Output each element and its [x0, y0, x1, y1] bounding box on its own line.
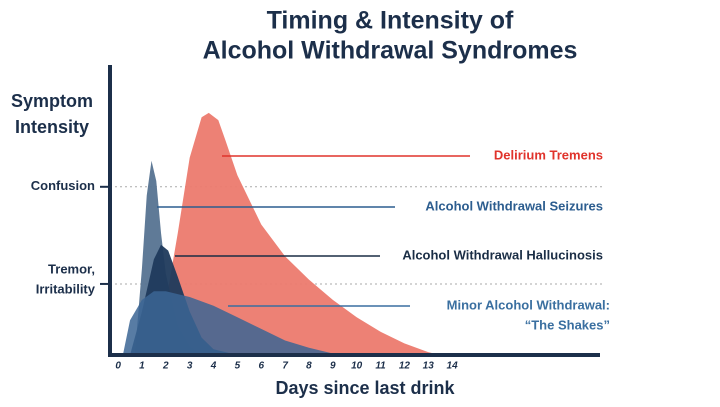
- series-label: Minor Alcohol Withdrawal:: [447, 297, 610, 312]
- x-tick-label: 8: [306, 361, 312, 372]
- x-tick-label: 5: [235, 361, 241, 372]
- y-tick-label: Tremor,: [48, 261, 95, 276]
- x-tick-label: 10: [351, 361, 363, 372]
- x-tick-label: 0: [115, 361, 121, 372]
- x-tick-label: 11: [375, 361, 386, 372]
- x-tick-label: 14: [447, 361, 459, 372]
- x-axis-label: Days since last drink: [275, 378, 455, 398]
- y-tick-label: Irritability: [36, 281, 96, 296]
- chart-title: Timing & Intensity of: [267, 7, 514, 35]
- x-tick-label: 6: [258, 361, 264, 372]
- x-tick-label: 12: [399, 361, 411, 372]
- y-axis-label: Symptom: [11, 91, 93, 111]
- x-tick-label: 4: [210, 361, 217, 372]
- y-axis-label: Intensity: [15, 117, 89, 137]
- x-tick-label: 2: [162, 361, 169, 372]
- series-label: Alcohol Withdrawal Hallucinosis: [402, 247, 603, 262]
- area: [122, 291, 357, 355]
- chart-title: Alcohol Withdrawal Syndromes: [203, 37, 578, 65]
- x-tick-label: 7: [282, 361, 288, 372]
- series-label: “The Shakes”: [525, 317, 610, 332]
- x-tick-label: 1: [139, 361, 145, 372]
- series-label: Alcohol Withdrawal Seizures: [425, 198, 603, 213]
- y-tick-label: Confusion: [31, 178, 95, 193]
- series-label: Delirium Tremens: [494, 147, 603, 162]
- x-tick-label: 13: [423, 361, 435, 372]
- x-tick-label: 9: [330, 361, 336, 372]
- area: [141, 112, 441, 355]
- x-tick-label: 3: [187, 361, 193, 372]
